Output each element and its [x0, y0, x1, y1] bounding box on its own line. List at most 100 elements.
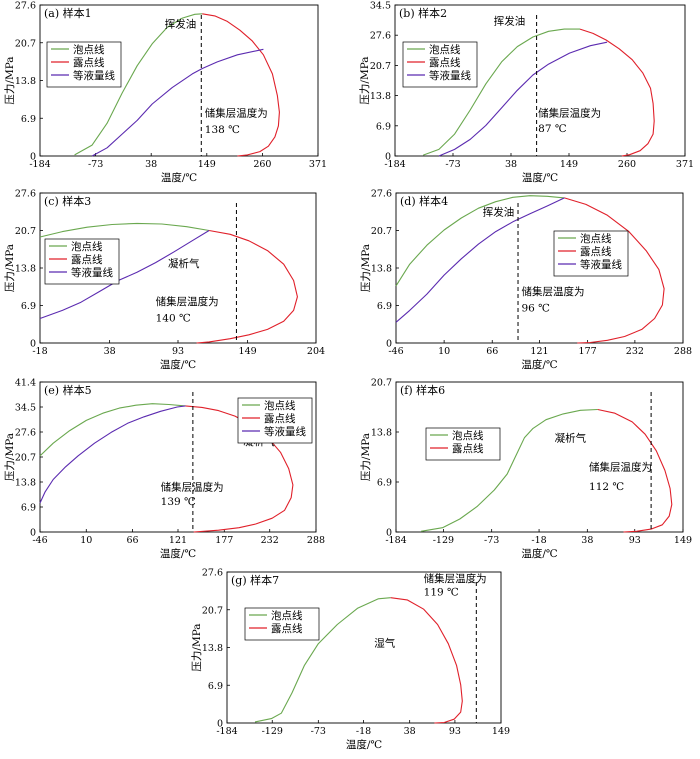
panel-title: (f) 样本6 — [400, 383, 445, 397]
x-tick-label: 10 — [80, 535, 92, 546]
legend-label-iso: 等液量线 — [580, 258, 622, 271]
x-tick-label: 288 — [307, 535, 325, 546]
legend-label-iso: 等液量线 — [73, 69, 115, 82]
annotation: 储集层温度为 — [205, 107, 268, 120]
x-tick-label: 232 — [626, 346, 644, 357]
x-tick-label: -18 — [531, 535, 546, 546]
x-tick-label: -18 — [356, 726, 371, 737]
panel-title: (d) 样本4 — [400, 194, 448, 208]
legend-label-dew: 露点线 — [452, 442, 484, 455]
legend-box — [425, 427, 501, 461]
legend-label-dew: 露点线 — [429, 56, 461, 69]
x-tick-label: -184 — [385, 535, 406, 546]
x-tick-label: -46 — [32, 535, 47, 546]
x-tick-label: -129 — [262, 726, 283, 737]
bubble-line — [39, 222, 210, 238]
x-tick-label: 38 — [581, 535, 593, 546]
x-tick-label: 260 — [618, 159, 636, 170]
legend-label-bubble: 泡点线 — [271, 609, 303, 622]
iso-line — [438, 41, 608, 157]
dew-line — [202, 13, 280, 157]
legend-label-dew: 露点线 — [271, 622, 303, 635]
legend-label-bubble: 泡点线 — [452, 429, 484, 442]
bubble-line — [254, 597, 391, 723]
dew-line — [390, 597, 463, 724]
panel-title: (a) 样本1 — [44, 6, 92, 20]
x-axis-label: 温度/℃ — [521, 358, 558, 371]
x-tick-label: 38 — [104, 346, 116, 357]
y-tick-label: 34.5 — [370, 1, 391, 12]
y-tick-label: 27.6 — [15, 1, 36, 12]
x-tick-label: -184 — [29, 159, 50, 170]
x-axis-label: 温度/℃ — [161, 171, 198, 184]
annotation: 挥发油 — [494, 15, 525, 28]
x-tick-label: -46 — [388, 346, 403, 357]
plot-frame — [395, 381, 684, 533]
annotation: 储集层温度为 — [589, 460, 652, 473]
y-tick-label: 13.8 — [15, 76, 36, 87]
y-tick-label: 0 — [30, 528, 36, 539]
panel-title: (c) 样本3 — [44, 194, 91, 208]
y-tick-label: 6.9 — [21, 503, 36, 514]
iso-line — [39, 405, 186, 504]
y-tick-label: 20.7 — [15, 38, 36, 49]
x-tick-label: -73 — [484, 535, 499, 546]
chart-panel-2: -184 -73 38 149 260 371 0 6.9 13.8 20.7 27.6 34.5 温度… — [358, 1, 694, 185]
legend-label-dew: 露点线 — [73, 56, 105, 69]
dew-line — [597, 408, 673, 533]
x-tick-label: -129 — [433, 535, 454, 546]
y-tick-label: 13.8 — [15, 478, 36, 489]
y-tick-label: 0 — [385, 152, 391, 163]
bubble-line — [420, 408, 598, 532]
x-tick-label: -73 — [311, 726, 326, 737]
y-axis-label: 压力/MPa — [190, 623, 203, 671]
y-tick-label: 34.5 — [15, 403, 36, 414]
plot-frame — [226, 571, 502, 724]
chart-panel-1: -184 -73 38 149 260 371 0 6.9 13.8 20.7 27.6 温度/℃ 压力… — [3, 1, 327, 185]
annotation: 凝析气 — [168, 257, 200, 270]
legend-label-bubble: 泡点线 — [429, 43, 461, 56]
y-axis-label: 压力/MPa — [359, 433, 372, 481]
annotation: 储集层温度为 — [538, 107, 601, 120]
x-tick-label: 38 — [505, 159, 517, 170]
x-tick-label: 149 — [492, 726, 510, 737]
annotation: 湿气 — [374, 636, 395, 649]
bubble-line — [423, 28, 580, 156]
x-tick-label: 232 — [261, 535, 279, 546]
y-tick-label: 27.6 — [370, 31, 391, 42]
annotation: 112 ℃ — [589, 481, 624, 493]
x-tick-label: 149 — [674, 535, 692, 546]
y-tick-label: 20.7 — [371, 378, 392, 389]
y-tick-label: 6.9 — [376, 121, 391, 132]
y-tick-label: 20.7 — [370, 61, 391, 72]
y-tick-label: 6.9 — [208, 681, 223, 692]
legend-label-iso: 等液量线 — [429, 69, 471, 82]
bubble-line — [395, 195, 565, 287]
chart-panel-7: -184 -129 -73 -18 38 93 149 0 6.9 13.8 20.7 27.6 温度/… — [190, 568, 510, 752]
x-tick-label: 93 — [449, 726, 461, 737]
annotation: 119 ℃ — [424, 587, 459, 599]
y-tick-label: 20.7 — [202, 605, 223, 616]
y-axis-label: 压力/MPa — [3, 433, 16, 481]
dew-line — [185, 405, 294, 533]
dew-line — [564, 197, 665, 344]
x-axis-label: 温度/℃ — [160, 547, 197, 560]
x-axis-label: 温度/℃ — [160, 358, 197, 371]
panel-title: (e) 样本5 — [44, 383, 92, 397]
x-tick-label: -184 — [216, 726, 237, 737]
legend-label-dew: 露点线 — [580, 245, 612, 258]
legend-label-bubble: 泡点线 — [580, 232, 612, 245]
y-tick-label: 41.4 — [15, 378, 36, 389]
chart-panel-4: -46 10 66 121 177 232 288 0 6.9 13.8 20.7 27.6 温度/℃ 压… — [359, 189, 692, 372]
annotation: 139 ℃ — [161, 496, 196, 508]
y-tick-label: 20.7 — [15, 453, 36, 464]
annotation: 储集层温度为 — [521, 285, 584, 298]
x-tick-label: -184 — [384, 159, 405, 170]
legend-label-bubble: 泡点线 — [71, 240, 103, 253]
y-tick-label: 20.7 — [15, 226, 36, 237]
iso-line — [39, 230, 210, 320]
annotation: 96 ℃ — [521, 302, 550, 314]
annotation: 138 ℃ — [205, 124, 240, 136]
legend-label-dew: 露点线 — [264, 412, 296, 425]
